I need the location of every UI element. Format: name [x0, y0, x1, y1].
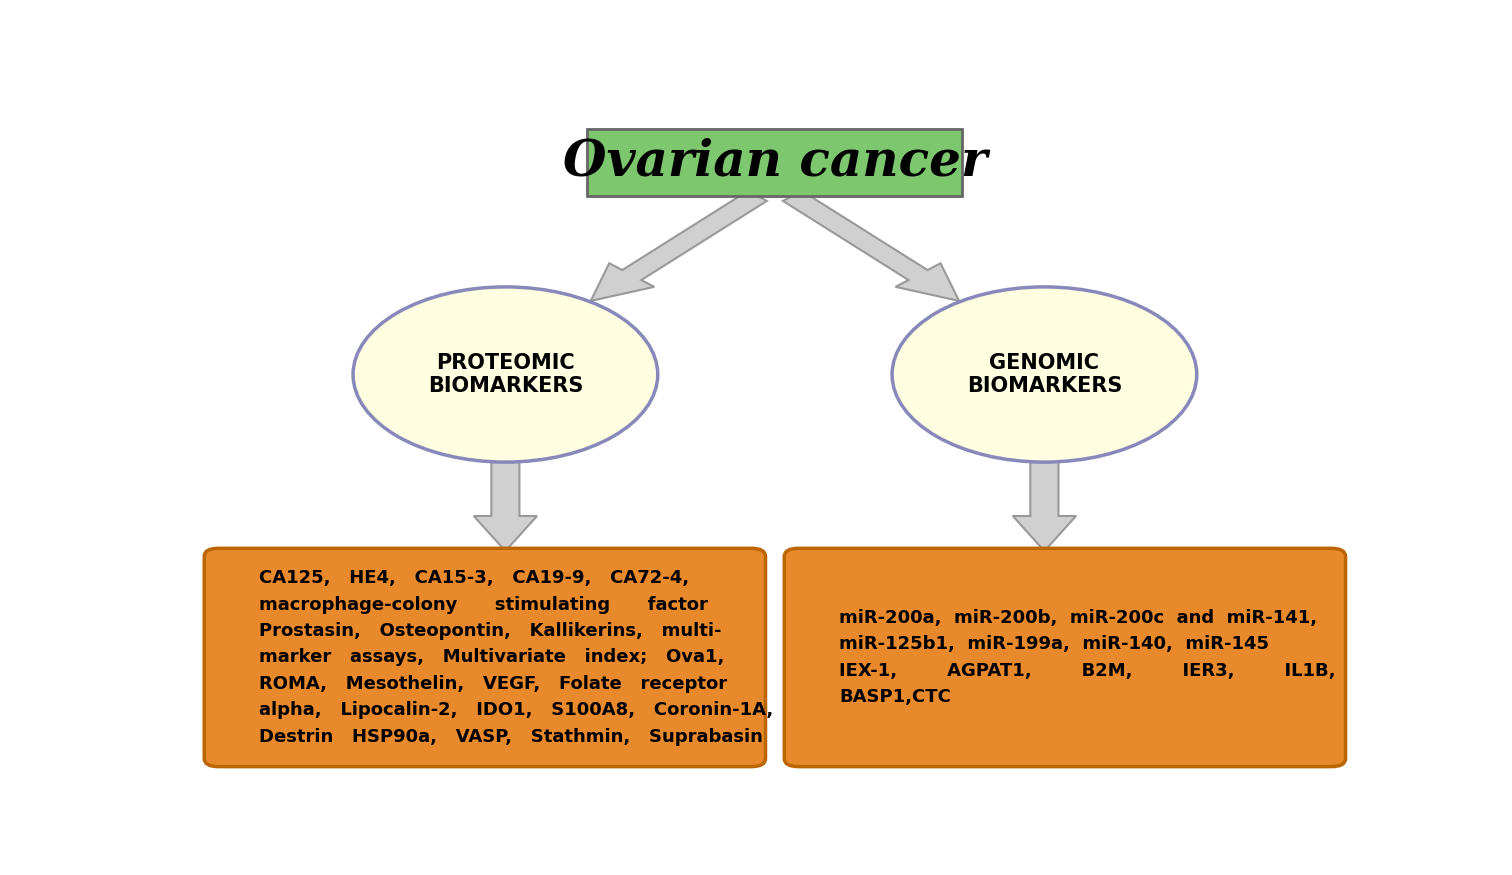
Polygon shape: [591, 191, 767, 301]
Text: Ovarian cancer: Ovarian cancer: [562, 137, 987, 186]
Text: GENOMIC
BIOMARKERS: GENOMIC BIOMARKERS: [966, 353, 1122, 396]
Ellipse shape: [354, 287, 658, 462]
FancyBboxPatch shape: [587, 129, 962, 196]
Polygon shape: [473, 462, 537, 551]
Polygon shape: [783, 191, 959, 301]
Text: CA125,   HE4,   CA15-3,   CA19-9,   CA72-4,
macrophage-colony      stimulating  : CA125, HE4, CA15-3, CA19-9, CA72-4, macr…: [260, 570, 774, 746]
Ellipse shape: [892, 287, 1198, 462]
FancyBboxPatch shape: [785, 549, 1346, 766]
Polygon shape: [1013, 462, 1077, 551]
Text: PROTEOMIC
BIOMARKERS: PROTEOMIC BIOMARKERS: [428, 353, 584, 396]
Text: miR-200a,  miR-200b,  miR-200c  and  miR-141,
miR-125b1,  miR-199a,  miR-140,  m: miR-200a, miR-200b, miR-200c and miR-141…: [839, 609, 1335, 706]
FancyBboxPatch shape: [204, 549, 765, 766]
